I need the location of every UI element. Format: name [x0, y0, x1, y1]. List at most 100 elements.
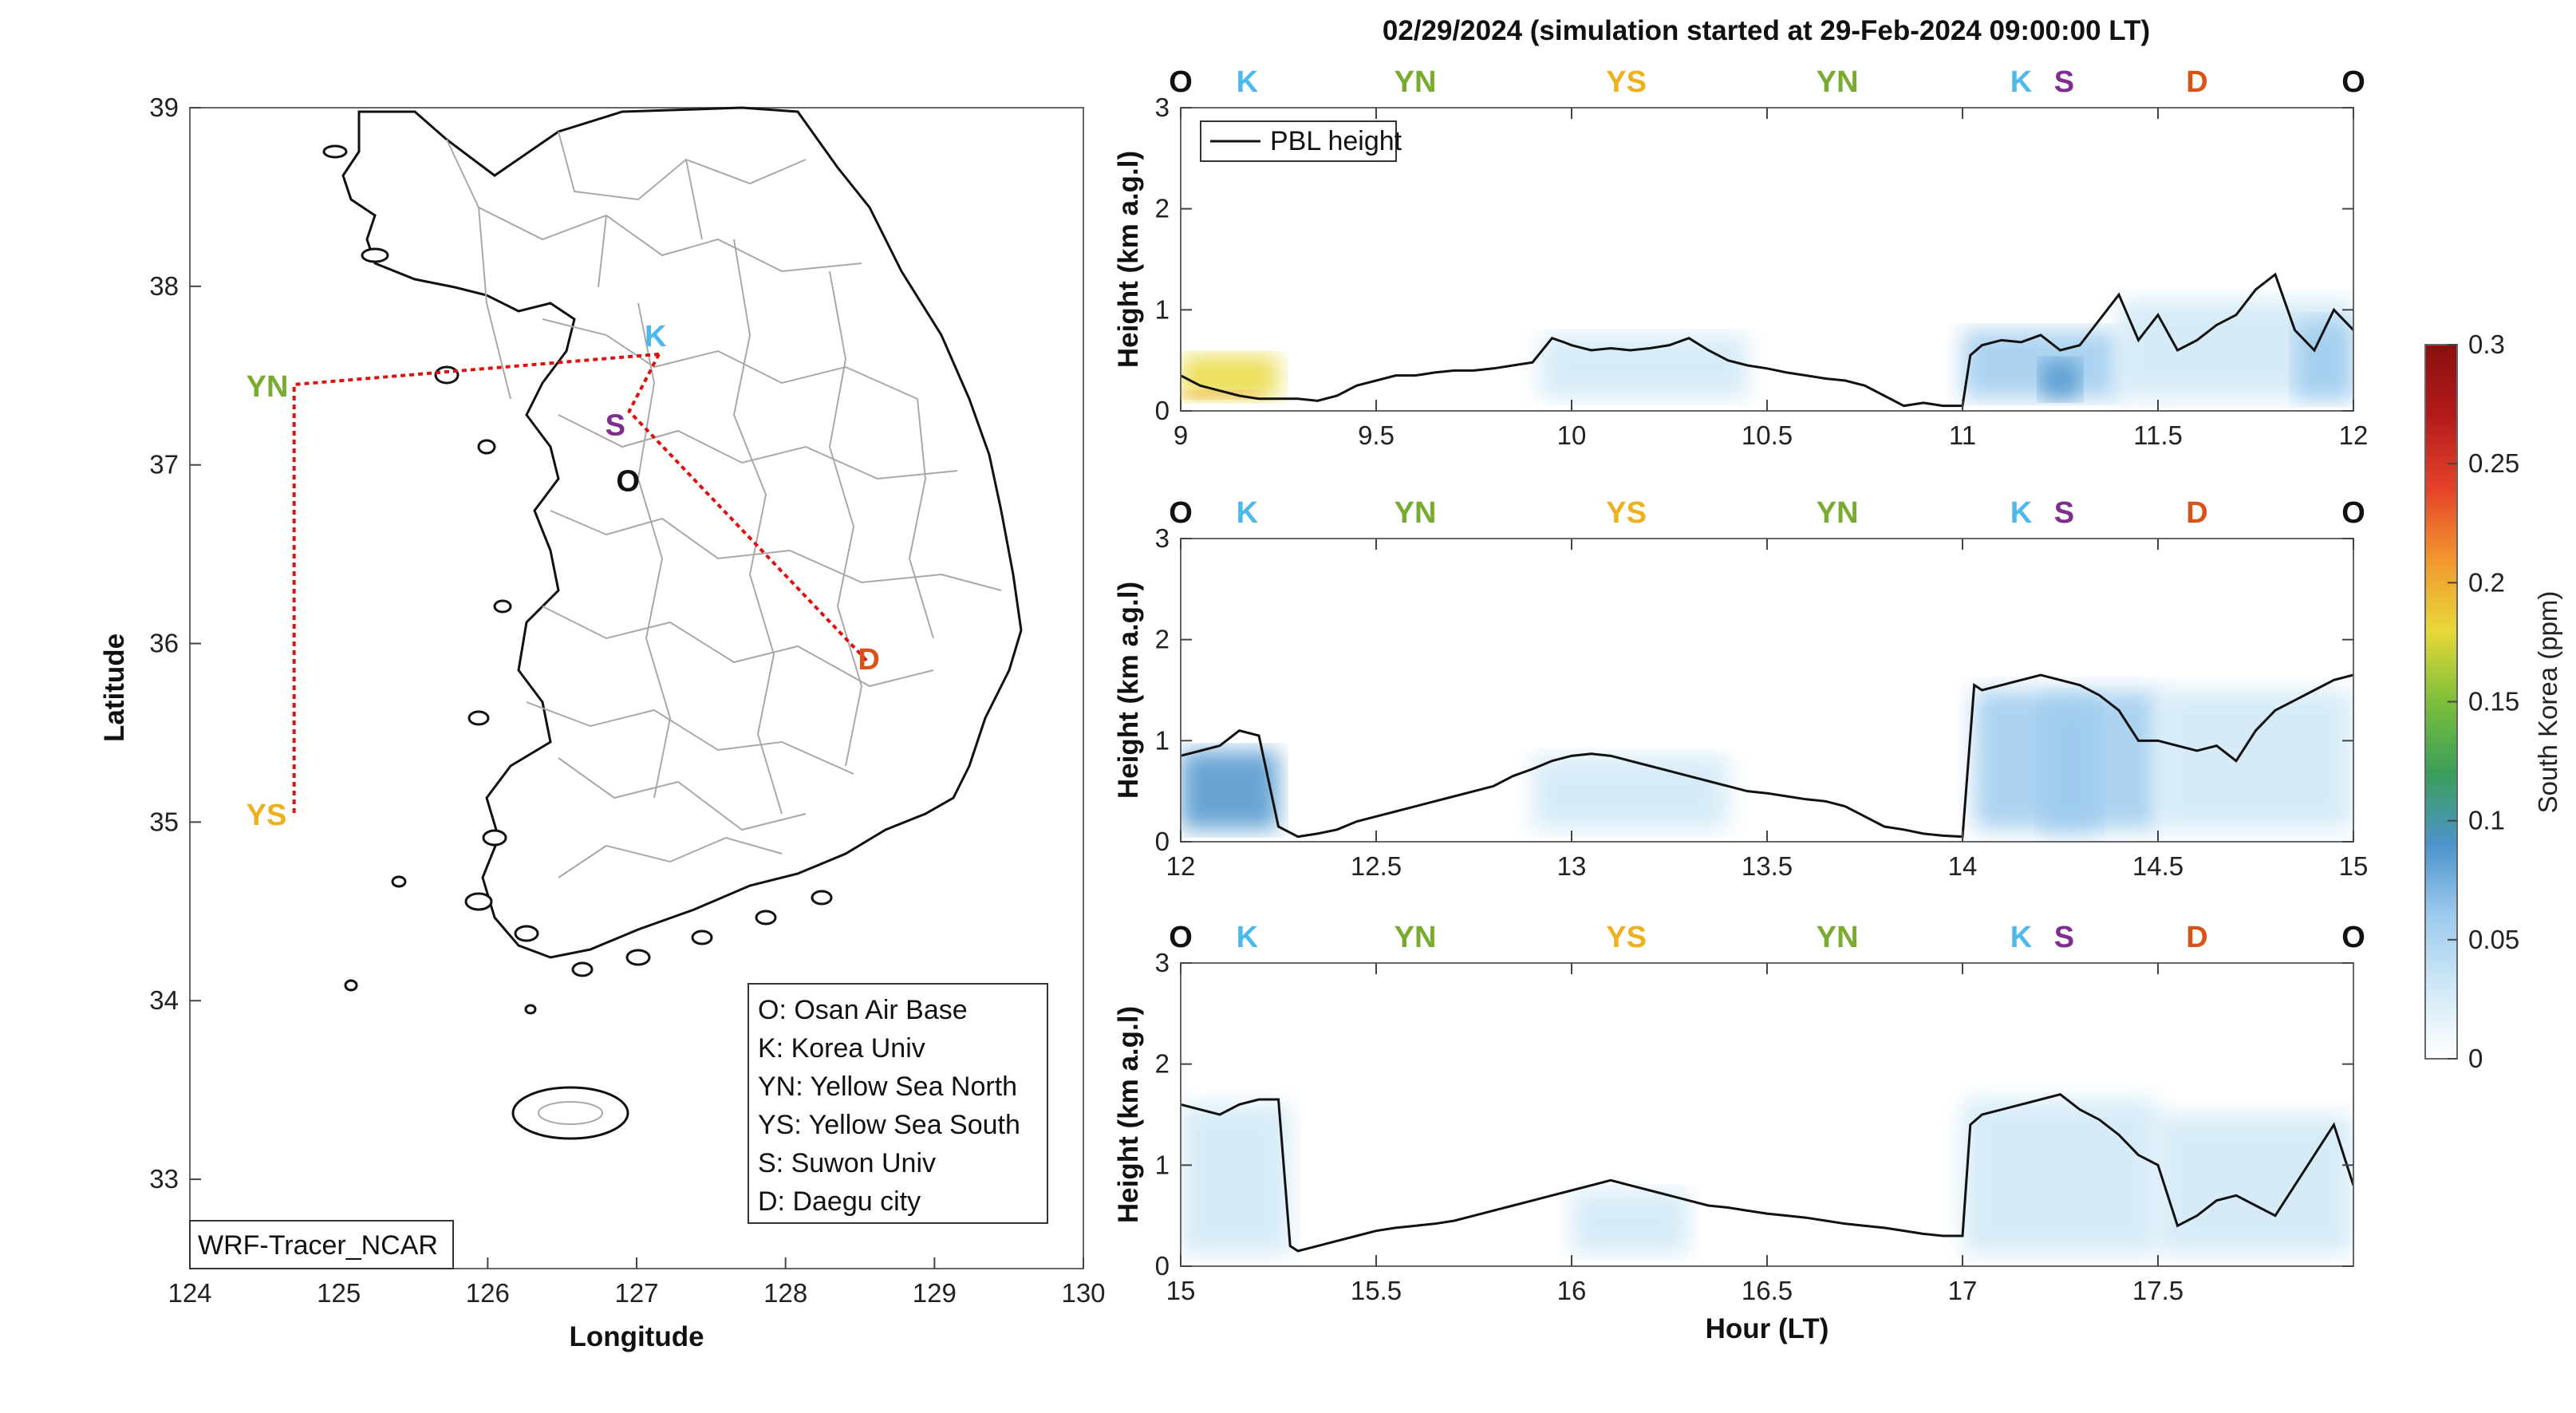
flight-route — [292, 352, 660, 814]
y-tick-label: 3 — [1155, 93, 1170, 122]
x-tick-label: 17 — [1948, 1276, 1978, 1305]
concentration-plume — [2041, 700, 2100, 830]
map-y-tick-label: 34 — [149, 985, 179, 1015]
map-x-tick-label: 128 — [763, 1278, 807, 1308]
map-x-label: Longitude — [569, 1321, 704, 1352]
site-marker-o: O — [2341, 65, 2365, 99]
legend-item: D: Daegu city — [758, 1186, 921, 1217]
x-tick-label: 12 — [1166, 851, 1196, 881]
colorbar-tick-label: 0.05 — [2468, 925, 2519, 954]
x-tick-label: 14.5 — [2132, 851, 2183, 881]
korea-coastline — [322, 106, 1023, 1140]
x-tick-label: 16.5 — [1742, 1276, 1793, 1305]
site-marker-o: O — [1169, 65, 1193, 99]
x-tick-label: 9 — [1174, 420, 1188, 450]
y-tick-label: 0 — [1155, 827, 1170, 856]
pbl-height-line — [1181, 1093, 2353, 1253]
site-marker-ys: YS — [1606, 65, 1647, 99]
concentration-plume — [1572, 1190, 1689, 1254]
site-marker-yn: YN — [1817, 496, 1859, 530]
site-marker-k: K — [2010, 921, 2033, 954]
y-tick-label: 2 — [1155, 1049, 1170, 1079]
map-x-tick-label: 125 — [317, 1278, 361, 1308]
site-marker-o: O — [1169, 496, 1193, 530]
x-tick-label: 17.5 — [2132, 1276, 2183, 1305]
map-y-tick-label: 39 — [149, 93, 179, 122]
legend-item: O: Osan Air Base — [758, 995, 968, 1025]
colorbar: 0 0.05 0.1 0.15 0.2 0.25 0.3 South Korea (ppm) — [2424, 330, 2562, 1073]
y-tick-label: 1 — [1155, 1150, 1170, 1179]
site-marker-s: S — [2054, 496, 2074, 530]
concentration-plume — [2158, 1115, 2353, 1254]
legend-item: S: Suwon Univ — [758, 1148, 936, 1178]
x-tick-label: 16 — [1557, 1276, 1587, 1305]
site-marker-k: K — [1237, 921, 1259, 954]
site-marker-d: D — [2186, 921, 2207, 954]
colorbar-tick-label: 0 — [2468, 1044, 2483, 1073]
x-tick-label: 13 — [1557, 851, 1587, 881]
concentration-field — [1181, 1099, 2353, 1254]
concentration-plume — [1181, 751, 1279, 830]
site-marker-yn: YN — [1817, 65, 1859, 99]
y-tick-label: 1 — [1155, 725, 1170, 755]
y-tick-label: 2 — [1155, 625, 1170, 654]
x-tick-label: 10.5 — [1742, 420, 1793, 450]
pbl-legend: PBL height — [1200, 120, 1402, 162]
colorbar-tick-label: 0.3 — [2468, 330, 2505, 359]
colorbar-tick-label: 0.25 — [2468, 448, 2519, 478]
y-tick-label: 3 — [1155, 523, 1170, 553]
concentration-field — [1181, 690, 2353, 830]
x-tick-label: 12 — [2339, 420, 2369, 450]
x-tick-label: 13.5 — [1742, 851, 1793, 881]
y-tick-label: 0 — [1155, 1251, 1170, 1281]
y-tick-label: 0 — [1155, 396, 1170, 425]
colorbar-tick-label: 0.1 — [2468, 806, 2505, 835]
map-y-tick-label: 33 — [149, 1164, 179, 1194]
time-height-panel-3: 15 15.5 16 16.5 17 17.5 0 1 2 3 Height (km a.g.l) H… — [1113, 921, 2365, 1344]
colorbar-tick-label: 0.2 — [2468, 567, 2505, 597]
map-x-tick-label: 129 — [913, 1278, 957, 1308]
pbl-height-line — [1181, 673, 2353, 839]
legend-item: YN: Yellow Sea North — [758, 1072, 1017, 1102]
map-x-tick-label: 126 — [466, 1278, 510, 1308]
site-label-o: O — [616, 464, 640, 498]
concentration-field — [1181, 299, 2353, 399]
concentration-plume — [2041, 360, 2080, 399]
flight-route — [627, 353, 869, 663]
legend-item: K: Korea Univ — [758, 1033, 925, 1064]
legend-item: YS: Yellow Sea South — [758, 1110, 1020, 1140]
site-marker-yn: YN — [1395, 65, 1437, 99]
map-y-label: Latitude — [99, 633, 130, 742]
site-label-yn: YN — [247, 370, 289, 404]
colorbar-ticks: 0 0.05 0.1 0.15 0.2 0.25 0.3 — [2448, 330, 2519, 1073]
x-tick-label: 12.5 — [1351, 851, 1402, 881]
site-marker-k: K — [1237, 496, 1259, 530]
x-tick-label: 10 — [1557, 420, 1587, 450]
concentration-plume — [2158, 690, 2353, 830]
site-label-s: S — [606, 409, 625, 443]
map-y-ticks: 33 34 35 36 37 38 39 — [149, 93, 201, 1194]
panel-y-label: Height (km a.g.l) — [1113, 582, 1144, 799]
x-tick-label: 11.5 — [2133, 420, 2183, 450]
map-y-tick-label: 36 — [149, 629, 179, 658]
site-marker-o: O — [2341, 921, 2365, 954]
site-marker-o: O — [1169, 921, 1193, 954]
site-marker-k: K — [2010, 65, 2033, 99]
panel-y-label: Height (km a.g.l) — [1113, 1006, 1144, 1223]
x-tick-label: 15 — [1166, 1276, 1196, 1305]
site-label-ys: YS — [247, 799, 287, 832]
site-marker-ys: YS — [1606, 921, 1647, 954]
map-x-tick-label: 127 — [614, 1278, 658, 1308]
concentration-plume — [1181, 1104, 1291, 1254]
map-legend: O: Osan Air Base K: Korea Univ YN: Yello… — [748, 983, 1048, 1224]
y-tick-label: 1 — [1155, 294, 1170, 324]
panel-y-label: Height (km a.g.l) — [1113, 151, 1144, 368]
site-label-d: D — [858, 643, 879, 677]
x-tick-label: 14 — [1948, 851, 1978, 881]
x-tick-label: 15.5 — [1351, 1276, 1402, 1305]
colorbar-label: South Korea (ppm) — [2533, 591, 2562, 814]
site-marker-s: S — [2054, 921, 2074, 954]
